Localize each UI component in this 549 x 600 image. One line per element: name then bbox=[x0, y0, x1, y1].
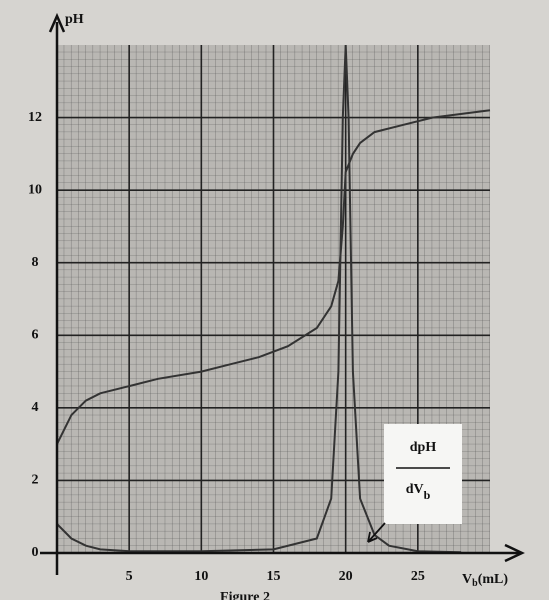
x-label-main: V bbox=[462, 572, 472, 587]
x-axis-label: Vb(mL) bbox=[462, 572, 508, 589]
x-tick-label: 10 bbox=[194, 569, 208, 584]
y-axis-arrow bbox=[48, 12, 66, 33]
y-tick-label: 12 bbox=[28, 110, 42, 125]
annotation-dv: dV bbox=[406, 482, 424, 497]
y-tick-label: 10 bbox=[28, 182, 42, 197]
annotation-denominator: dVb bbox=[406, 482, 431, 502]
x-label-unit: (mL) bbox=[478, 572, 509, 587]
x-tick-label: 25 bbox=[411, 569, 425, 584]
caption: Figure 2 bbox=[220, 590, 270, 600]
annotation-sub: b bbox=[424, 488, 431, 502]
annotation-box bbox=[384, 424, 462, 524]
annotation-numerator: dpH bbox=[410, 440, 437, 455]
x-tick-label: 5 bbox=[126, 569, 133, 584]
y-tick-label: 6 bbox=[32, 328, 39, 343]
annotation-arrow bbox=[367, 522, 386, 543]
x-tick-label: 20 bbox=[339, 569, 353, 584]
x-axis-arrow bbox=[504, 543, 525, 563]
series-line bbox=[56, 109, 491, 445]
y-tick-label: 8 bbox=[32, 255, 39, 270]
y-tick-label: 2 bbox=[32, 473, 39, 488]
y-axis-label: pH bbox=[65, 12, 84, 27]
x-tick-label: 15 bbox=[267, 569, 281, 584]
y-tick-label: 4 bbox=[32, 400, 39, 415]
y-tick-label: 0 bbox=[32, 545, 39, 560]
x-label-sub: b bbox=[472, 578, 478, 589]
